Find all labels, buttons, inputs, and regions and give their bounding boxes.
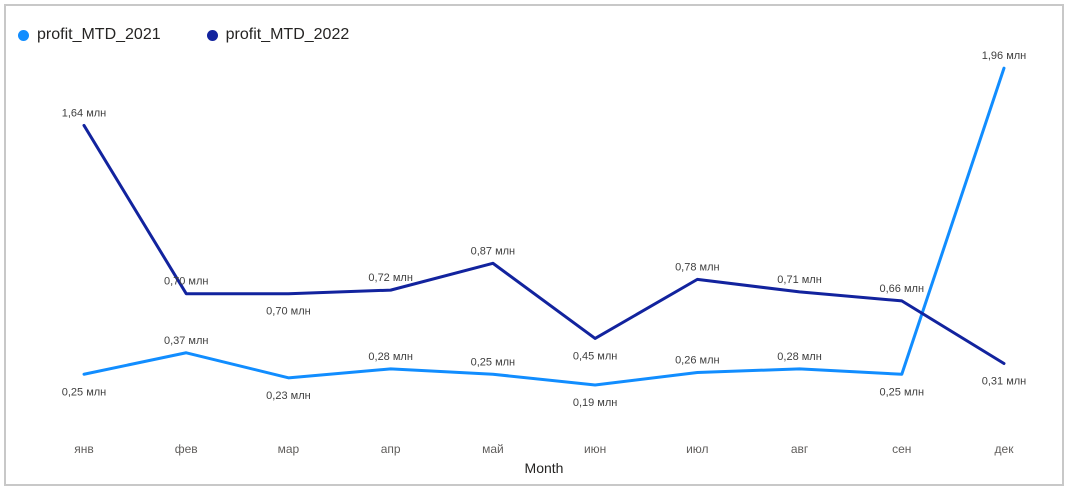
data-label: 0,70 млн [164, 276, 209, 288]
chart-frame [4, 4, 1064, 486]
data-point[interactable] [695, 370, 699, 374]
data-label: 0,66 млн [880, 283, 925, 295]
x-axis-title: Month [525, 460, 564, 476]
x-tick-label: июл [686, 442, 708, 456]
legend-label-2021: profit_MTD_2021 [37, 26, 161, 43]
x-tick-label: дек [995, 442, 1015, 456]
data-point[interactable] [695, 277, 699, 281]
series-line-2021[interactable] [82, 66, 1006, 387]
data-point[interactable] [82, 372, 86, 376]
data-point[interactable] [798, 290, 802, 294]
data-point[interactable] [82, 123, 86, 127]
data-label: 0,78 млн [675, 261, 720, 273]
data-label: 0,31 млн [982, 376, 1027, 388]
x-tick-label: фев [175, 442, 198, 456]
data-label: 0,25 млн [471, 356, 516, 368]
legend-marker-2021 [18, 29, 29, 41]
x-tick-label: июн [584, 442, 606, 456]
legend: profit_MTD_2021 profit_MTD_2022 [18, 26, 349, 44]
data-label: 0,87 млн [471, 245, 516, 257]
data-label: 0,28 млн [777, 351, 822, 363]
data-point[interactable] [286, 292, 290, 296]
data-point[interactable] [900, 299, 904, 303]
x-tick-label: янв [74, 442, 94, 456]
data-label: 1,96 млн [982, 50, 1027, 62]
data-point[interactable] [900, 372, 904, 376]
data-label: 0,19 млн [573, 397, 618, 409]
data-point[interactable] [389, 367, 393, 371]
data-label: 0,71 млн [777, 274, 822, 286]
x-tick-label: сен [892, 442, 911, 456]
data-label: 0,45 млн [573, 350, 618, 362]
data-label: 0,72 млн [368, 272, 413, 284]
data-point[interactable] [593, 383, 597, 387]
data-point[interactable] [491, 372, 495, 376]
data-point[interactable] [491, 261, 495, 265]
legend-item-2021[interactable]: profit_MTD_2021 [18, 26, 161, 44]
data-point[interactable] [593, 336, 597, 340]
data-point[interactable] [184, 292, 188, 296]
data-label: 0,37 млн [164, 335, 209, 347]
legend-marker-2022 [206, 29, 218, 41]
data-point[interactable] [798, 367, 802, 371]
data-point[interactable] [286, 376, 290, 380]
data-label: 0,25 млн [62, 386, 107, 398]
x-tick-label: авг [791, 442, 809, 456]
series-line-2022[interactable] [82, 123, 1006, 366]
data-point[interactable] [1002, 66, 1006, 70]
x-tick-label: мар [278, 442, 300, 456]
data-point[interactable] [1002, 362, 1006, 366]
data-point[interactable] [389, 288, 393, 292]
legend-item-2022[interactable]: profit_MTD_2022 [206, 26, 350, 44]
data-label: 0,28 млн [368, 351, 413, 363]
x-tick-label: апр [381, 442, 401, 456]
x-tick-label: май [482, 442, 504, 456]
data-label: 0,70 млн [266, 306, 311, 318]
data-label: 1,64 млн [62, 107, 107, 119]
data-label: 0,26 млн [675, 354, 720, 366]
legend-label-2022: profit_MTD_2022 [225, 26, 350, 43]
data-point[interactable] [184, 351, 188, 355]
data-label: 0,23 млн [266, 390, 311, 402]
data-label: 0,25 млн [880, 386, 925, 398]
